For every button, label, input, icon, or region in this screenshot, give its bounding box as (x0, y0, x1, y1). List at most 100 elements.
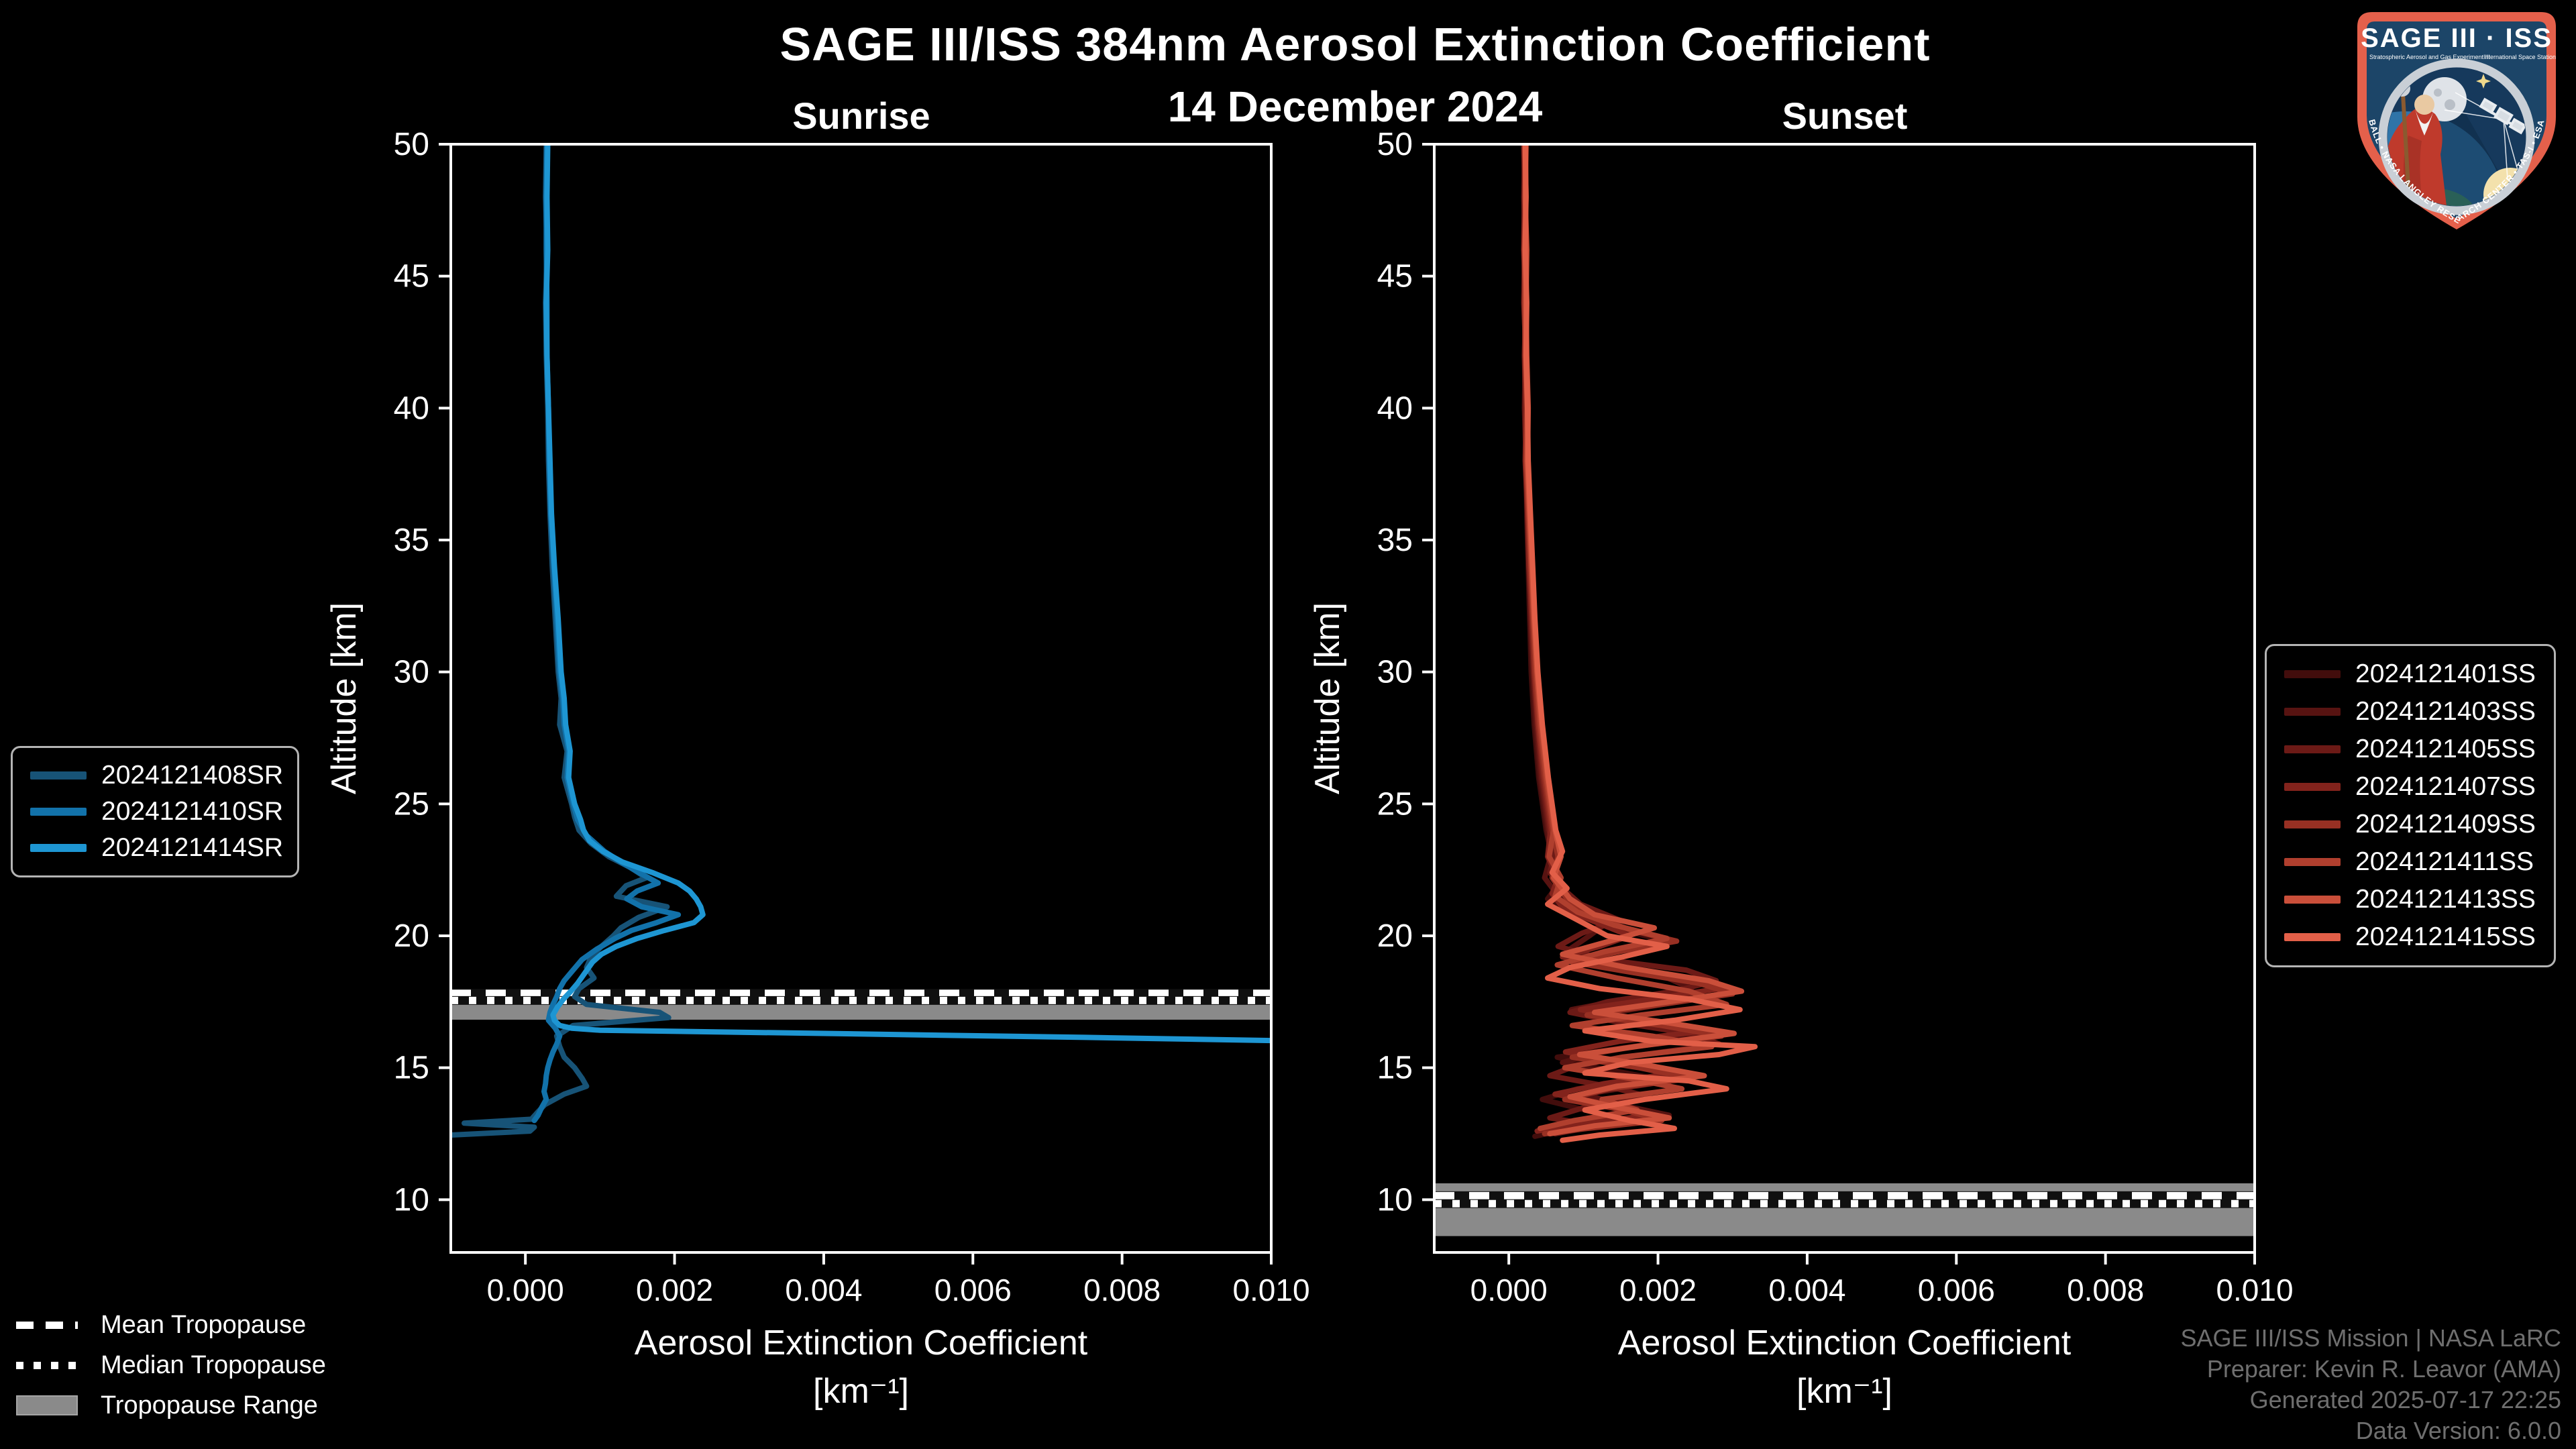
legend-item: 2024121403SS (2284, 697, 2536, 727)
tropopause-range-band (1434, 1183, 2255, 1236)
patch-subtitle-left: Stratospheric Aerosol and Gas Experiment… (2369, 54, 2490, 60)
legend-item: 2024121410SR (30, 797, 284, 826)
y-tick-label: 30 (394, 655, 429, 690)
x-tick-label: 0.006 (1918, 1273, 1995, 1307)
page-subtitle: 14 December 2024 (1167, 83, 1543, 131)
x-tick-label: 0.002 (636, 1273, 713, 1307)
legend-label: 2024121401SS (2355, 659, 2536, 688)
profile-2024121403SS (1521, 144, 1704, 1136)
axes-spines (449, 143, 1273, 1254)
tropopause-legend-item: Mean Tropopause (16, 1310, 326, 1339)
legend-sunrise: 2024121408SR 2024121410SR 2024121414SR (11, 746, 299, 877)
tropopause-legend-label: Median Tropopause (101, 1350, 326, 1379)
legend-label: 2024121413SS (2355, 885, 2536, 914)
credit-line: Generated 2025-07-17 22:25 (2249, 1386, 2561, 1413)
legend-label: 2024121415SS (2355, 922, 2536, 951)
legend-item: 2024121411SS (2284, 847, 2536, 877)
x-axis-label: Aerosol Extinction Coefficient (1618, 1324, 2072, 1362)
y-tick-label: 30 (1377, 655, 1413, 690)
x-tick-label: 0.004 (1768, 1273, 1845, 1307)
panel-sunset: 0.000 0.002 0.004 0.006 0.008 0.010 10 15 20 25 30… (1308, 127, 2294, 1411)
tropopause-patch-swatch (16, 1395, 78, 1415)
page-title: SAGE III/ISS 384nm Aerosol Extinction Co… (780, 18, 1931, 70)
x-tick-label: 0.010 (2216, 1273, 2293, 1307)
legend-label: 2024121414SR (101, 833, 284, 862)
legend-item: 2024121407SS (2284, 772, 2536, 802)
legend-line-swatch (2284, 896, 2341, 904)
legend-item: 2024121414SR (30, 833, 284, 863)
credit-block: SAGE III/ISS Mission | NASA LaRC Preparer… (2180, 1323, 2561, 1446)
y-tick-label: 40 (1377, 390, 1413, 426)
y-tick-label: 25 (1377, 786, 1413, 822)
legend-line-swatch (2284, 858, 2341, 866)
legend-line-swatch (2284, 745, 2341, 753)
x-tick-label: 0.010 (1232, 1273, 1309, 1307)
legend-label: 2024121405SS (2355, 735, 2536, 763)
x-tick-label: 0.008 (1083, 1273, 1161, 1307)
tropopause-legend-item: Tropopause Range (16, 1391, 326, 1419)
profile-2024121414SR (543, 144, 1271, 1044)
y-tick-label: 10 (1377, 1182, 1413, 1218)
y-tick-label: 35 (1377, 523, 1413, 558)
profile-2024121405SS (1521, 144, 1722, 1136)
y-tick-label: 45 (394, 259, 429, 294)
x-axis-units-label: [km⁻¹] (813, 1372, 909, 1411)
panel-sunrise: 0.000 0.002 0.004 0.006 0.008 0.010 10 15 20 25 30… (325, 127, 1310, 1411)
legend-label: 2024121411SS (2355, 847, 2534, 876)
legend-label: 2024121409SS (2355, 810, 2536, 839)
tropopause-legend-label: Mean Tropopause (101, 1310, 307, 1339)
legend-line-swatch (30, 771, 87, 780)
legend-item: 2024121415SS (2284, 922, 2536, 952)
y-axis-label: Altitude [km] (325, 602, 364, 794)
y-tick-label: 15 (1377, 1051, 1413, 1086)
profile-2024121409SS (1521, 144, 1735, 1136)
x-axis-label: Aerosol Extinction Coefficient (635, 1324, 1088, 1362)
y-tick-label: 50 (1377, 127, 1413, 162)
legend-item: 2024121409SS (2284, 810, 2536, 839)
legend-line-swatch (2284, 708, 2341, 716)
sage-iii-iss-mission-patch: SAGE III · ISS Stratospheric Aerosol and… (2357, 12, 2556, 229)
y-tick-label: 45 (1377, 259, 1413, 294)
x-tick-label: 0.006 (934, 1273, 1012, 1307)
patch-title: SAGE III · ISS (2361, 23, 2553, 53)
profile-2024121415SS (1522, 144, 1758, 1143)
tropopause-legend: Mean Tropopause Median Tropopause Tropopau… (16, 1310, 326, 1419)
credit-line: Data Version: 6.0.0 (2355, 1417, 2561, 1444)
panel-title-sunrise: Sunrise (792, 95, 930, 137)
y-tick-label: 10 (394, 1182, 429, 1218)
y-tick-label: 20 (1377, 918, 1413, 954)
legend-line-swatch (2284, 933, 2341, 941)
legend-item: 2024121408SR (30, 761, 283, 790)
x-tick-label: 0.004 (785, 1273, 862, 1307)
x-tick-label: 0.002 (1619, 1273, 1697, 1307)
y-tick-label: 50 (394, 127, 429, 162)
x-axis-units-label: [km⁻¹] (1796, 1372, 1892, 1411)
y-tick-label: 15 (394, 1051, 429, 1086)
legend-line-swatch (2284, 783, 2341, 791)
moon-crater (2434, 89, 2442, 97)
legend-sunset: 2024121401SS 2024121403SS 2024121405SS 2024… (2265, 644, 2556, 967)
tropopause-dashed-swatch (16, 1321, 78, 1329)
legend-label: 2024121410SR (101, 797, 284, 826)
x-tick-label: 0.000 (1470, 1273, 1548, 1307)
moon (2422, 77, 2467, 121)
legend-label: 2024121403SS (2355, 697, 2536, 726)
y-tick-label: 35 (394, 523, 429, 558)
legend-line-swatch (30, 808, 87, 816)
legend-label: 2024121407SS (2355, 772, 2536, 801)
tropopause-legend-item: Median Tropopause (16, 1350, 326, 1379)
tropopause-legend-label: Tropopause Range (101, 1391, 318, 1419)
tropopause-dotted-swatch (16, 1361, 78, 1369)
credit-line: Preparer: Kevin R. Leavor (AMA) (2206, 1355, 2561, 1383)
profile-2024121410SR (531, 144, 682, 1124)
y-tick-label: 20 (394, 918, 429, 954)
patch-subtitle-right: International Space Station (2483, 54, 2556, 60)
legend-line-swatch (30, 844, 87, 852)
y-tick-label: 40 (394, 390, 429, 426)
legend-item: 2024121405SS (2284, 735, 2536, 764)
legend-item: 2024121413SS (2284, 885, 2536, 914)
legend-item: 2024121401SS (2284, 659, 2536, 689)
x-tick-label: 0.008 (2067, 1273, 2144, 1307)
legend-line-swatch (2284, 670, 2341, 678)
